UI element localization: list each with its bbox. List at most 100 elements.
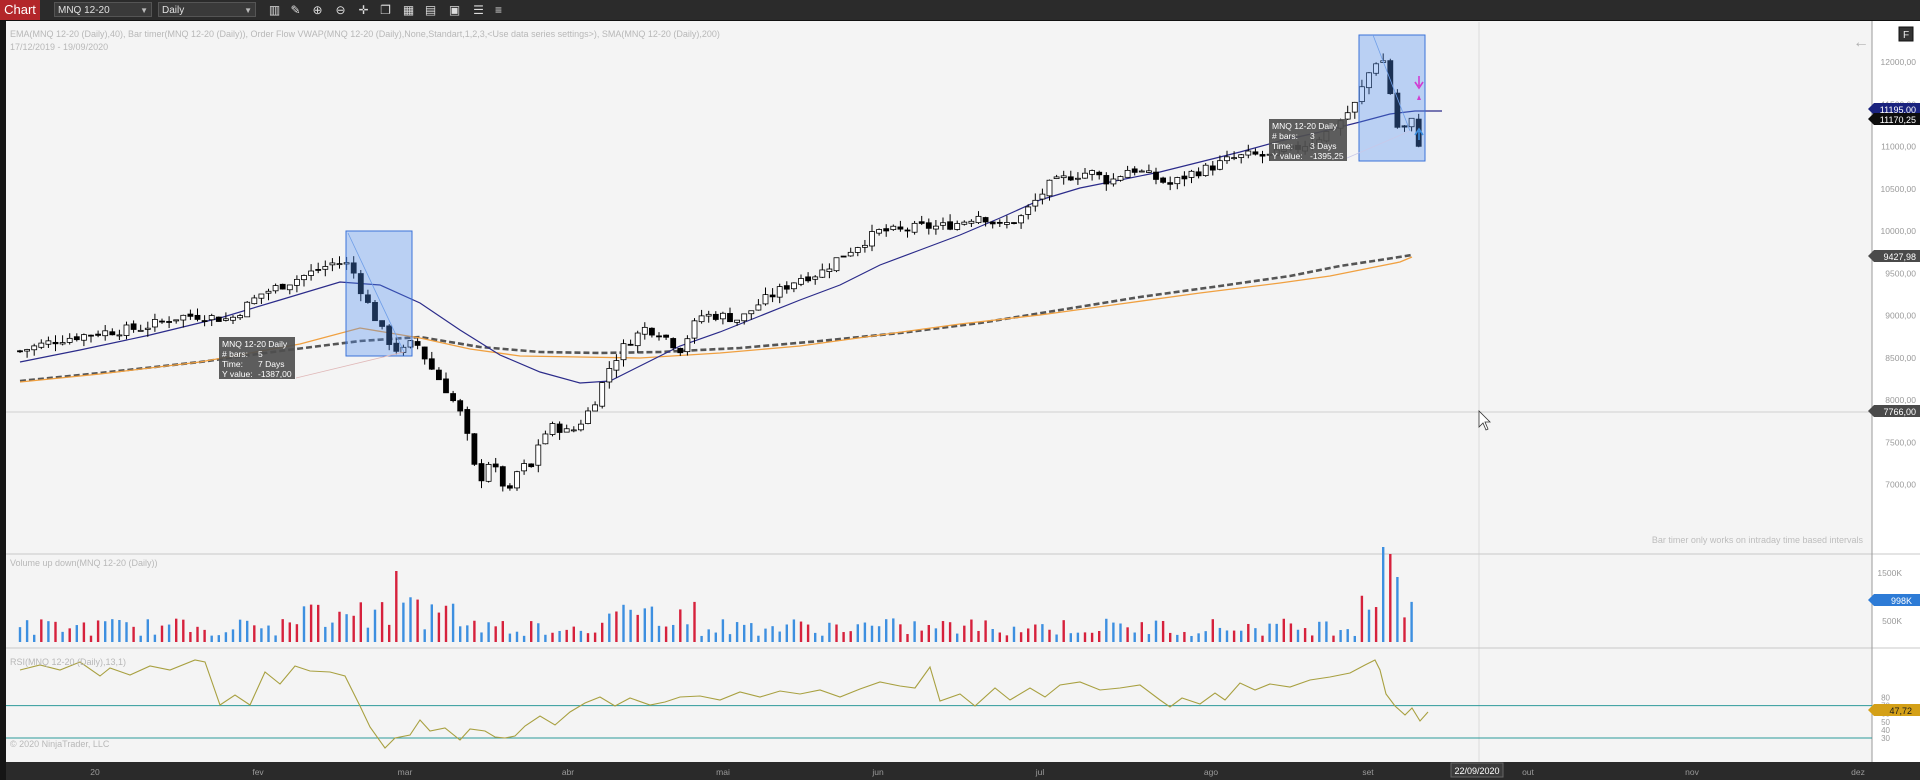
volume-bar <box>821 635 824 642</box>
candle-body <box>634 332 641 347</box>
volume-bar <box>380 602 384 642</box>
magenta-marker-icon <box>1417 95 1421 100</box>
instrument-value: MNQ 12-20 <box>58 5 110 16</box>
candle-body <box>1039 193 1046 200</box>
candle-body <box>1146 170 1152 173</box>
data-box-icon[interactable]: ▣ <box>448 3 461 17</box>
candle-body <box>1067 176 1074 181</box>
candle-body <box>1344 112 1351 120</box>
volume-bar <box>345 614 348 642</box>
volume-bar <box>423 629 426 642</box>
candle-body <box>982 217 989 223</box>
arrow-down-icon <box>1414 76 1424 90</box>
bar-style-icon[interactable]: ▥ <box>268 3 281 17</box>
volume-panel-label: Volume up down(MNQ 12-20 (Daily)) <box>10 558 158 568</box>
volume-bar <box>686 624 689 642</box>
instrument-selector[interactable]: MNQ 12-20 ▼ <box>54 2 152 17</box>
tooltip-2-y: -1395,25 <box>1310 151 1344 161</box>
volume-bar <box>267 625 270 642</box>
last-price-marker: 11195,00 11170,25 <box>1868 103 1920 125</box>
candle-body <box>854 247 861 253</box>
volume-bar <box>963 625 966 642</box>
candle-body <box>17 350 23 353</box>
volume-bar <box>167 624 171 642</box>
volume-bar <box>970 619 973 642</box>
grid-layout-icon[interactable]: ▦ <box>402 3 415 17</box>
chart-tab[interactable]: Chart <box>0 0 40 20</box>
volume-bar <box>189 632 192 642</box>
volume-bar <box>25 620 29 642</box>
candle-body <box>286 284 293 291</box>
volume-bar <box>388 624 391 642</box>
rsi-tick-label: 50 <box>1881 718 1890 727</box>
volume-bar <box>125 622 128 642</box>
candle-body <box>1089 170 1095 175</box>
candle-body <box>208 315 215 321</box>
volume-bar <box>750 623 753 642</box>
volume-bar <box>1069 633 1072 642</box>
volume-bar <box>842 632 845 642</box>
back-arrow-icon[interactable]: ← <box>1853 34 1869 51</box>
interval-value: Daily <box>162 5 185 16</box>
candle-body <box>904 229 911 232</box>
price-axis[interactable] <box>1872 21 1920 762</box>
candle-body <box>585 410 591 424</box>
candle-body <box>116 334 123 337</box>
volume-bar <box>359 602 362 642</box>
volume-bar <box>792 619 796 642</box>
candle-body <box>428 358 435 370</box>
interval-selector[interactable]: Daily ▼ <box>158 2 256 17</box>
volume-bar <box>785 624 788 642</box>
volume-bar <box>1410 601 1413 642</box>
candle-body <box>506 485 513 489</box>
time-axis-label: jul <box>1035 767 1045 777</box>
candle-body <box>521 463 527 472</box>
strategy-icon[interactable]: ▤ <box>424 3 437 17</box>
tooltip-1-y: -1387,00 <box>258 369 292 379</box>
crosshair-icon[interactable]: ✛ <box>358 3 369 17</box>
left-margin <box>0 21 6 780</box>
volume-bar <box>1204 631 1207 642</box>
draw-pencil-icon[interactable]: ✎ <box>290 3 301 17</box>
time-axis-label: out <box>1522 767 1534 777</box>
candle-body <box>996 221 1003 224</box>
list-icon[interactable]: ≡ <box>494 3 502 17</box>
volume-bar <box>998 632 1001 642</box>
candle-body <box>393 342 400 352</box>
volume-bar <box>1041 624 1044 642</box>
candle-body <box>1202 164 1209 176</box>
price-tick-label: 10000,00 <box>1881 226 1917 236</box>
candle-body <box>1181 175 1188 180</box>
candle-body <box>1195 171 1202 177</box>
candle-body <box>350 262 357 274</box>
candle-body <box>279 283 286 290</box>
time-axis-label: jun <box>871 767 884 777</box>
volume-bar <box>1332 635 1335 642</box>
volume-bar <box>586 633 590 642</box>
zoom-in-icon[interactable]: ⊕ <box>312 3 323 17</box>
volume-bar <box>1034 624 1037 642</box>
candle-body <box>727 313 733 323</box>
f-button[interactable] <box>1898 26 1914 42</box>
volume-bar <box>1012 626 1016 642</box>
volume-bar <box>565 629 568 642</box>
candle-body <box>1060 175 1067 179</box>
candle-body <box>301 275 307 281</box>
candle-body <box>1231 157 1237 160</box>
volume-bar <box>139 635 142 642</box>
time-axis[interactable] <box>6 762 1920 780</box>
properties-icon[interactable]: ☰ <box>473 3 484 17</box>
volume-bar <box>1119 623 1122 642</box>
volume-bar <box>757 635 760 642</box>
price-tick-label: 9000,00 <box>1885 311 1916 321</box>
candle-body <box>535 444 542 466</box>
candle-body <box>102 330 109 337</box>
candle-body <box>599 382 606 407</box>
zoom-out-icon[interactable]: ⊖ <box>335 3 346 17</box>
volume-bar <box>1296 629 1300 642</box>
volume-bar <box>466 625 469 642</box>
copy-icon[interactable]: ❐ <box>380 3 391 17</box>
candle-body <box>925 222 932 229</box>
candle-body <box>570 429 577 432</box>
